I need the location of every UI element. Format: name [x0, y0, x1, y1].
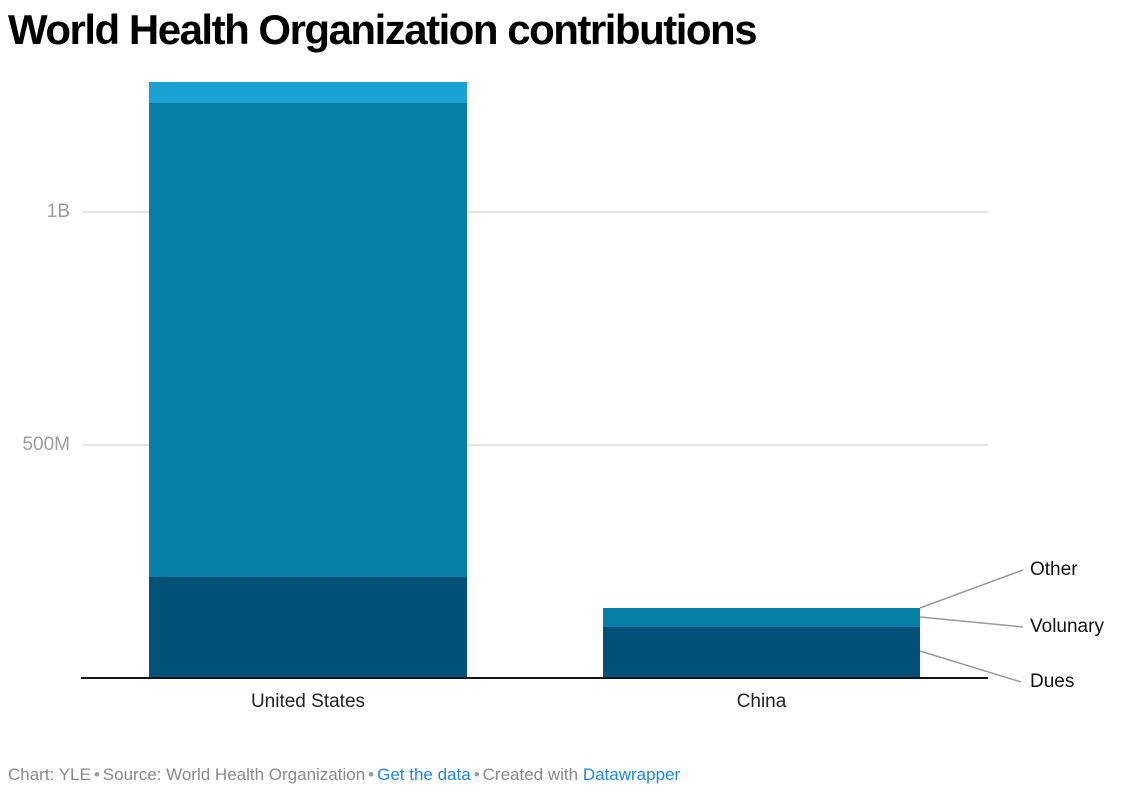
bar-china	[603, 608, 920, 678]
bar-segment-united-states-dues[interactable]	[149, 577, 467, 678]
legend-label-dues: Dues	[1030, 671, 1075, 692]
footer-bullet: •	[473, 765, 480, 784]
legend-label-volunary: Volunary	[1030, 616, 1104, 637]
footer-bullet: •	[93, 765, 100, 784]
x-category-label-china: China	[736, 691, 787, 712]
legend-label-other: Other	[1030, 559, 1078, 580]
bar-united-states	[149, 81, 467, 678]
x-axis-line	[81, 677, 988, 679]
y-tick-label-500m: 500M	[22, 434, 70, 455]
footer-chart-credit: Chart: YLE	[8, 765, 91, 784]
gridline-1b	[83, 211, 988, 213]
bar-segment-united-states-other[interactable]	[149, 81, 467, 104]
get-data-link[interactable]: Get the data	[377, 765, 471, 784]
bar-segment-china-volunary[interactable]	[603, 608, 920, 627]
x-category-label-united-states: United States	[250, 691, 366, 712]
chart-footer: Chart: YLE • Source: World Health Organiza…	[8, 765, 680, 785]
gridline-500m	[83, 444, 988, 446]
footer-created-with: Created with	[482, 765, 579, 784]
bar-segment-china-dues[interactable]	[603, 626, 920, 678]
datawrapper-link[interactable]: Datawrapper	[582, 765, 681, 784]
footer-source: Source: World Health Organization	[102, 765, 366, 784]
footer-bullet: •	[368, 765, 375, 784]
chart-title: World Health Organization contributions	[8, 6, 758, 53]
bar-segment-united-states-volunary[interactable]	[149, 103, 467, 578]
y-tick-label-1b: 1B	[46, 201, 70, 222]
